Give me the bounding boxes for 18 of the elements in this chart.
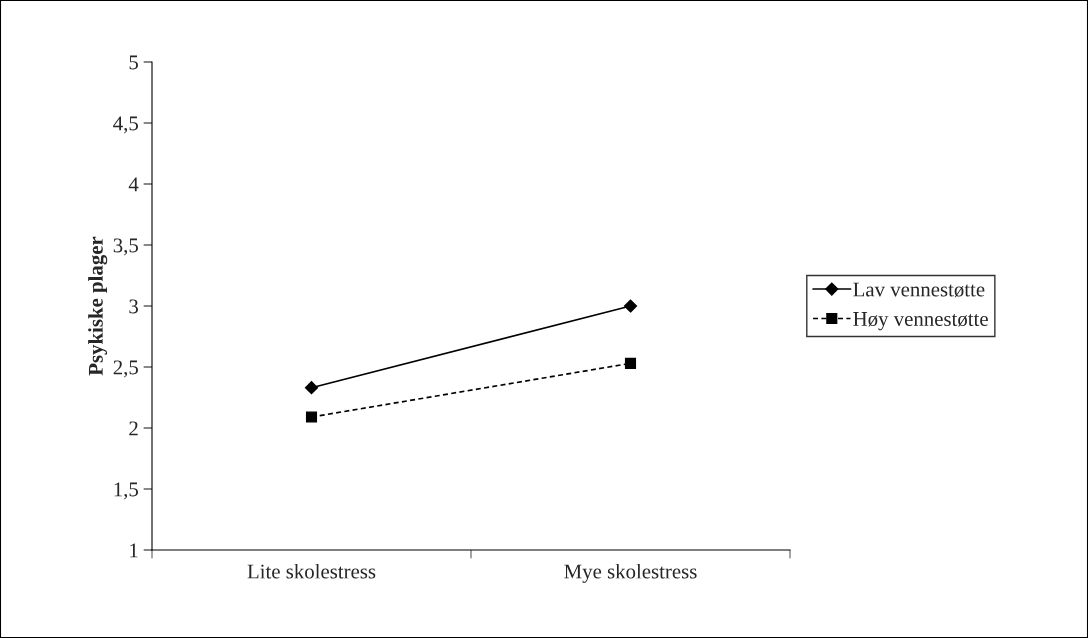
y-tick-label: 2: [129, 421, 138, 436]
y-tick-label: 2,5: [113, 360, 138, 378]
point: [304, 381, 319, 395]
point: [624, 357, 637, 369]
y-tick-label: 3,5: [113, 238, 138, 256]
y-tick-label: 3: [129, 299, 138, 314]
y-axis-title: Psykiske plager: [88, 236, 108, 376]
y-tick-label: 5: [129, 55, 138, 70]
y-tick-label: 4,5: [113, 116, 138, 134]
legend-label: Lav vennestøtte: [853, 282, 985, 298]
x-tick-label: Lite skolestress: [247, 563, 376, 579]
y-tick-label: 4: [128, 177, 139, 192]
y-tick-label: 1: [130, 543, 138, 558]
x-tick-label: Mye skolestress: [564, 563, 697, 583]
point: [623, 299, 638, 313]
point: [305, 411, 318, 423]
legend-label: Høy vennestøtte: [853, 312, 988, 331]
y-tick-label: 1,5: [114, 482, 138, 500]
